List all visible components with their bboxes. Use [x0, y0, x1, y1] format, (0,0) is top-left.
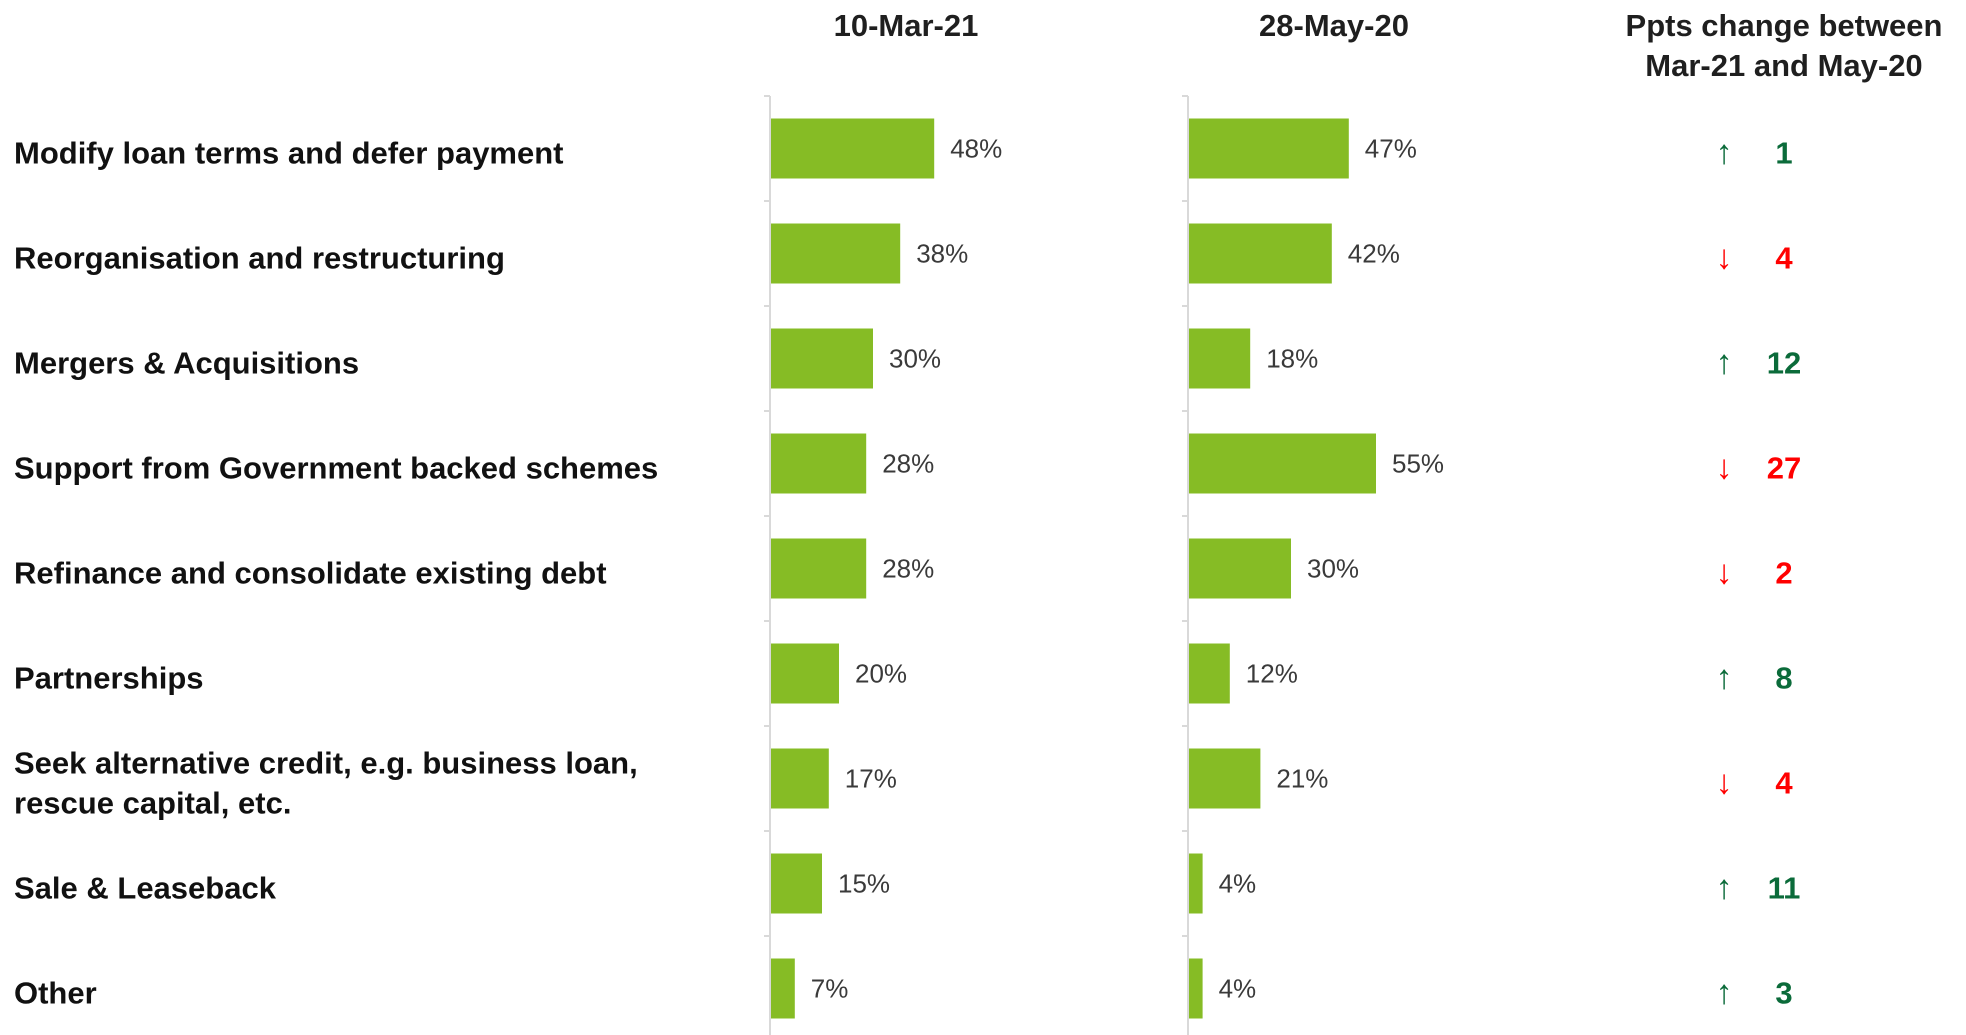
category-label: Modify loan terms and defer payment [14, 136, 564, 171]
data-label-1: 20% [855, 659, 907, 689]
data-label-2: 42% [1348, 239, 1400, 269]
change-value: 8 [1775, 661, 1792, 696]
data-label-2: 47% [1365, 134, 1417, 164]
change-value: 4 [1775, 766, 1793, 801]
category-label: Reorganisation and restructuring [14, 241, 505, 276]
category-label: Mergers & Acquisitions [14, 346, 359, 381]
change-value: 11 [1768, 871, 1801, 906]
category-label: Refinance and consolidate existing debt [14, 556, 607, 591]
data-label-2: 4% [1219, 869, 1257, 899]
change-value: 12 [1767, 346, 1801, 381]
data-label-1: 38% [916, 239, 968, 269]
data-label-2: 30% [1307, 554, 1359, 584]
change-value: 3 [1775, 976, 1792, 1011]
arrow-up-icon: ↑ [1716, 344, 1733, 382]
arrow-down-icon: ↓ [1716, 764, 1733, 802]
bar-2 [1189, 958, 1203, 1019]
bar-1 [771, 538, 867, 599]
data-label-2: 21% [1276, 764, 1328, 794]
category-label: Support from Government backed schemes [14, 451, 658, 486]
series-header-1: 10-Mar-21 [834, 8, 979, 43]
change-value: 2 [1775, 556, 1792, 591]
category-label: Partnerships [14, 661, 204, 696]
bar-2 [1189, 433, 1376, 494]
category-label: rescue capital, etc. [14, 786, 291, 821]
change-value: 1 [1775, 136, 1792, 171]
data-label-2: 55% [1392, 449, 1444, 479]
data-label-2: 12% [1246, 659, 1298, 689]
bar-1 [771, 433, 867, 494]
bar-1 [771, 223, 901, 284]
data-label-1: 15% [838, 869, 890, 899]
bar-1 [771, 958, 795, 1019]
arrow-down-icon: ↓ [1716, 554, 1733, 592]
bar-2 [1189, 538, 1291, 599]
data-label-2: 4% [1219, 974, 1257, 1004]
bar-1 [771, 328, 873, 389]
category-label: Sale & Leaseback [14, 871, 277, 906]
bar-2 [1189, 223, 1332, 284]
bar-2 [1189, 328, 1251, 389]
change-value: 27 [1767, 451, 1801, 486]
arrow-up-icon: ↑ [1716, 134, 1733, 172]
bar-1 [771, 853, 822, 914]
series-header-2: 28-May-20 [1259, 8, 1409, 43]
data-label-1: 48% [950, 134, 1002, 164]
change-value: 4 [1775, 241, 1793, 276]
arrow-up-icon: ↑ [1716, 974, 1733, 1012]
change-header-line-1: Ppts change between [1626, 8, 1943, 43]
bar-2 [1189, 853, 1203, 914]
bar-2 [1189, 118, 1349, 179]
bar-1 [771, 118, 935, 179]
data-label-2: 18% [1266, 344, 1318, 374]
arrow-up-icon: ↑ [1716, 869, 1733, 907]
bar-2 [1189, 748, 1261, 809]
category-label: Other [14, 976, 97, 1011]
arrow-down-icon: ↓ [1716, 239, 1733, 277]
arrow-up-icon: ↑ [1716, 659, 1733, 697]
bar-1 [771, 748, 829, 809]
data-label-1: 28% [882, 449, 934, 479]
bar-2 [1189, 643, 1230, 704]
data-label-1: 7% [811, 974, 849, 1004]
data-label-1: 30% [889, 344, 941, 374]
arrow-down-icon: ↓ [1716, 449, 1733, 487]
change-header-line-2: Mar-21 and May-20 [1645, 48, 1922, 83]
data-label-1: 17% [845, 764, 897, 794]
bar-1 [771, 643, 839, 704]
data-label-1: 28% [882, 554, 934, 584]
category-label: Seek alternative credit, e.g. business l… [14, 746, 638, 781]
